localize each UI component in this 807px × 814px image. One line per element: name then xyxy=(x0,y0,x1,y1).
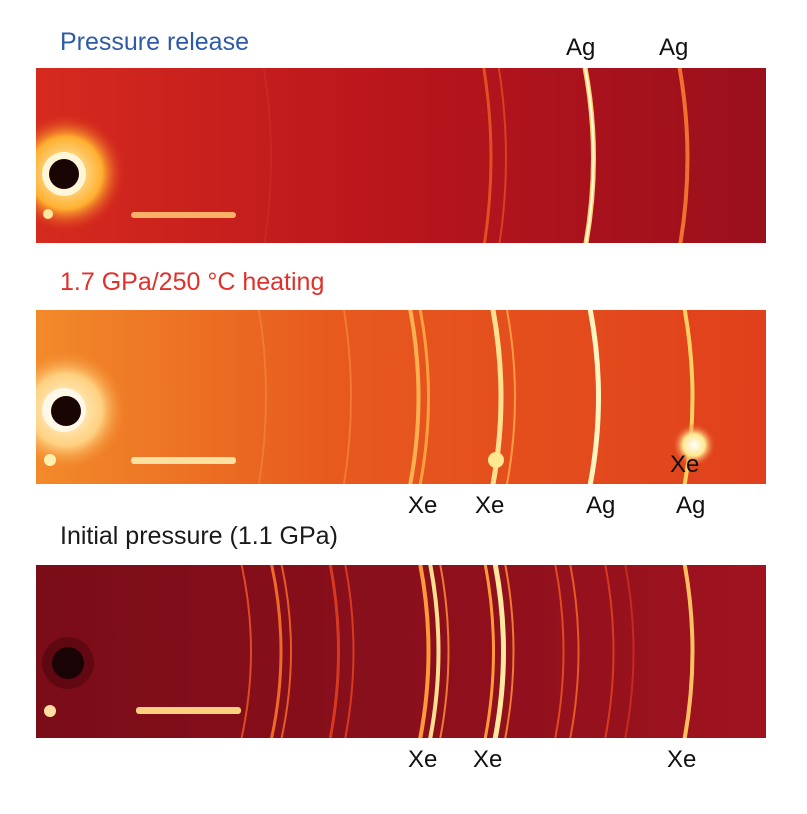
panel3-title: Initial pressure (1.1 GPa) xyxy=(60,522,338,550)
panel3-xe-label-1: Xe xyxy=(408,746,438,773)
panel2-xe-label-2: Xe xyxy=(475,492,505,519)
panel1-title: Pressure release xyxy=(60,28,249,56)
panel2-xe-label-1: Xe xyxy=(408,492,438,519)
panel1-ag-label-2: Ag xyxy=(659,34,689,61)
panel2-ag-label-1: Ag xyxy=(586,492,616,519)
panel3-diffraction-image xyxy=(36,565,766,738)
panel3-xe-label-3: Xe xyxy=(667,746,697,773)
panel3-xe-label-2: Xe xyxy=(473,746,503,773)
panel2-ag-label-2: Ag xyxy=(676,492,706,519)
panel1-ag-label-1: Ag xyxy=(566,34,596,61)
panel2-title: 1.7 GPa/250 °C heating xyxy=(60,268,325,296)
panel2-diffraction-image xyxy=(36,310,766,484)
panel1-diffraction-image xyxy=(36,68,766,243)
panel2-xe-label-inside: Xe xyxy=(670,451,700,478)
